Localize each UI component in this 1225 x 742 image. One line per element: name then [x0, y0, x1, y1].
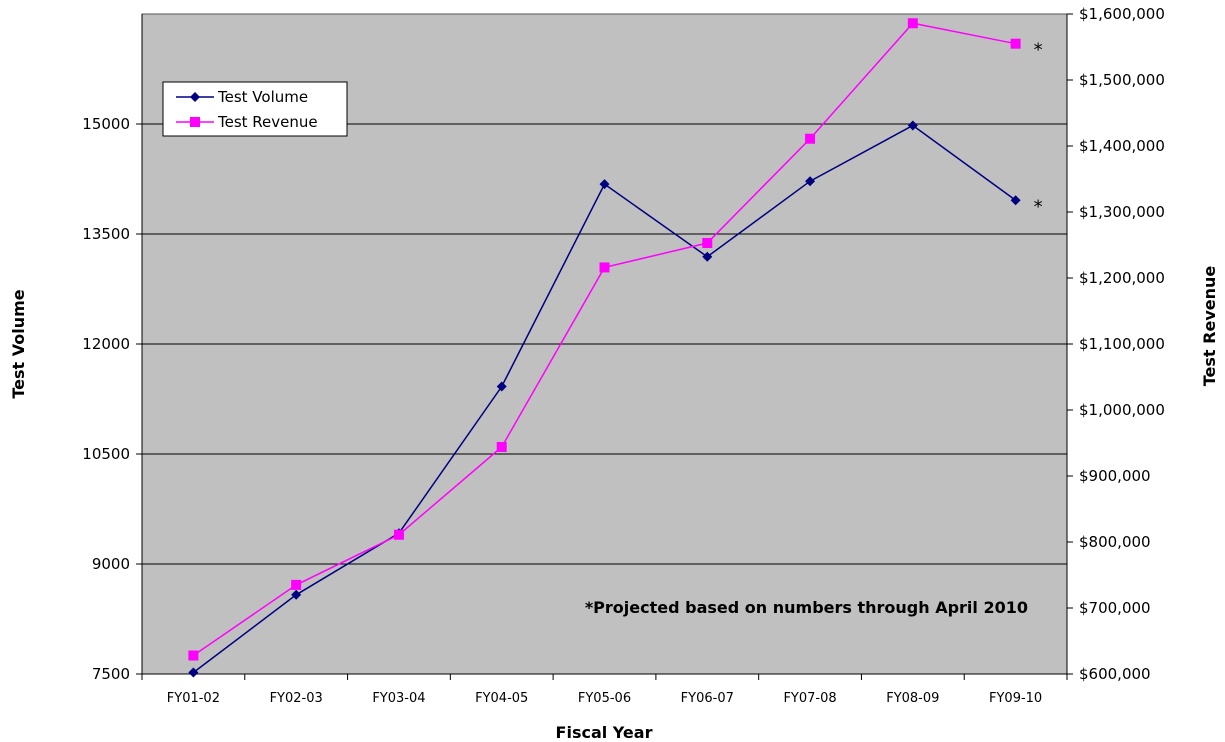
legend-label-test-volume: Test Volume	[217, 88, 308, 106]
y2-tick-label: $1,600,000	[1079, 5, 1165, 23]
data-point-test-volume	[805, 176, 816, 187]
y-tick-label: 10500	[82, 445, 130, 463]
x-tick-label: FY02-03	[270, 691, 323, 706]
y2-tick-label: $1,400,000	[1079, 137, 1165, 155]
data-point-test-revenue	[599, 262, 610, 273]
x-axis-title: Fiscal Year	[556, 723, 653, 742]
y-tick-label: 13500	[82, 225, 130, 243]
y2-tick-label: $1,200,000	[1079, 269, 1165, 287]
data-point-test-volume	[188, 667, 199, 678]
data-point-test-volume	[1010, 195, 1021, 206]
x-tick-label: FY03-04	[372, 691, 425, 706]
y2-tick-label: $1,000,000	[1079, 401, 1165, 419]
y-tick-label: 12000	[82, 335, 130, 353]
y-axis-title: Test Volume	[9, 289, 28, 398]
y2-tick-label: $1,100,000	[1079, 335, 1165, 353]
data-point-test-volume	[702, 251, 713, 262]
data-point-test-revenue	[393, 529, 404, 540]
y-tick-label: 9000	[92, 555, 130, 573]
legend: Test Volume Test Revenue	[162, 81, 348, 137]
data-point-test-revenue	[188, 650, 199, 661]
data-point-test-volume	[496, 381, 507, 392]
y2-tick-label: $900,000	[1079, 467, 1151, 485]
x-tick-label: FY06-07	[681, 691, 734, 706]
x-tick-label: FY09-10	[989, 691, 1042, 706]
projected-marker-test-volume: *	[1034, 196, 1043, 217]
data-point-test-volume	[291, 589, 302, 600]
data-point-test-revenue	[907, 18, 918, 29]
x-tick-label: FY01-02	[167, 691, 220, 706]
data-point-test-revenue	[1010, 38, 1021, 49]
y2-tick-label: $800,000	[1079, 533, 1151, 551]
data-point-test-revenue	[496, 441, 507, 452]
projected-marker-test-revenue: *	[1034, 40, 1043, 61]
y2-tick-label: $700,000	[1079, 599, 1151, 617]
x-tick-label: FY04-05	[475, 691, 528, 706]
series-layer: **	[188, 18, 1043, 678]
data-point-test-revenue	[702, 238, 713, 249]
y2-axis-title: Test Revenue	[1200, 266, 1219, 387]
axes: 7500 9000 10500 12000 13500 15000 $600,000 $700…	[82, 5, 1165, 706]
legend-marker-test-revenue	[190, 117, 200, 127]
legend-marker-test-volume	[190, 92, 200, 102]
data-point-test-revenue	[805, 133, 816, 144]
y2-tick-label: $1,500,000	[1079, 71, 1165, 89]
legend-label-test-revenue: Test Revenue	[217, 113, 318, 131]
data-point-test-volume	[599, 179, 610, 190]
y2-tick-label: $1,300,000	[1079, 203, 1165, 221]
x-tick-label: FY05-06	[578, 691, 631, 706]
y-tick-label: 15000	[82, 115, 130, 133]
data-point-test-volume	[907, 120, 918, 131]
data-point-test-revenue	[291, 579, 302, 590]
x-tick-label: FY08-09	[886, 691, 939, 706]
annotation-projected: *Projected based on numbers through Apri…	[585, 598, 1028, 617]
x-tick-label: FY07-08	[783, 691, 836, 706]
y-tick-label: 7500	[92, 665, 130, 683]
y2-tick-label: $600,000	[1079, 665, 1151, 683]
